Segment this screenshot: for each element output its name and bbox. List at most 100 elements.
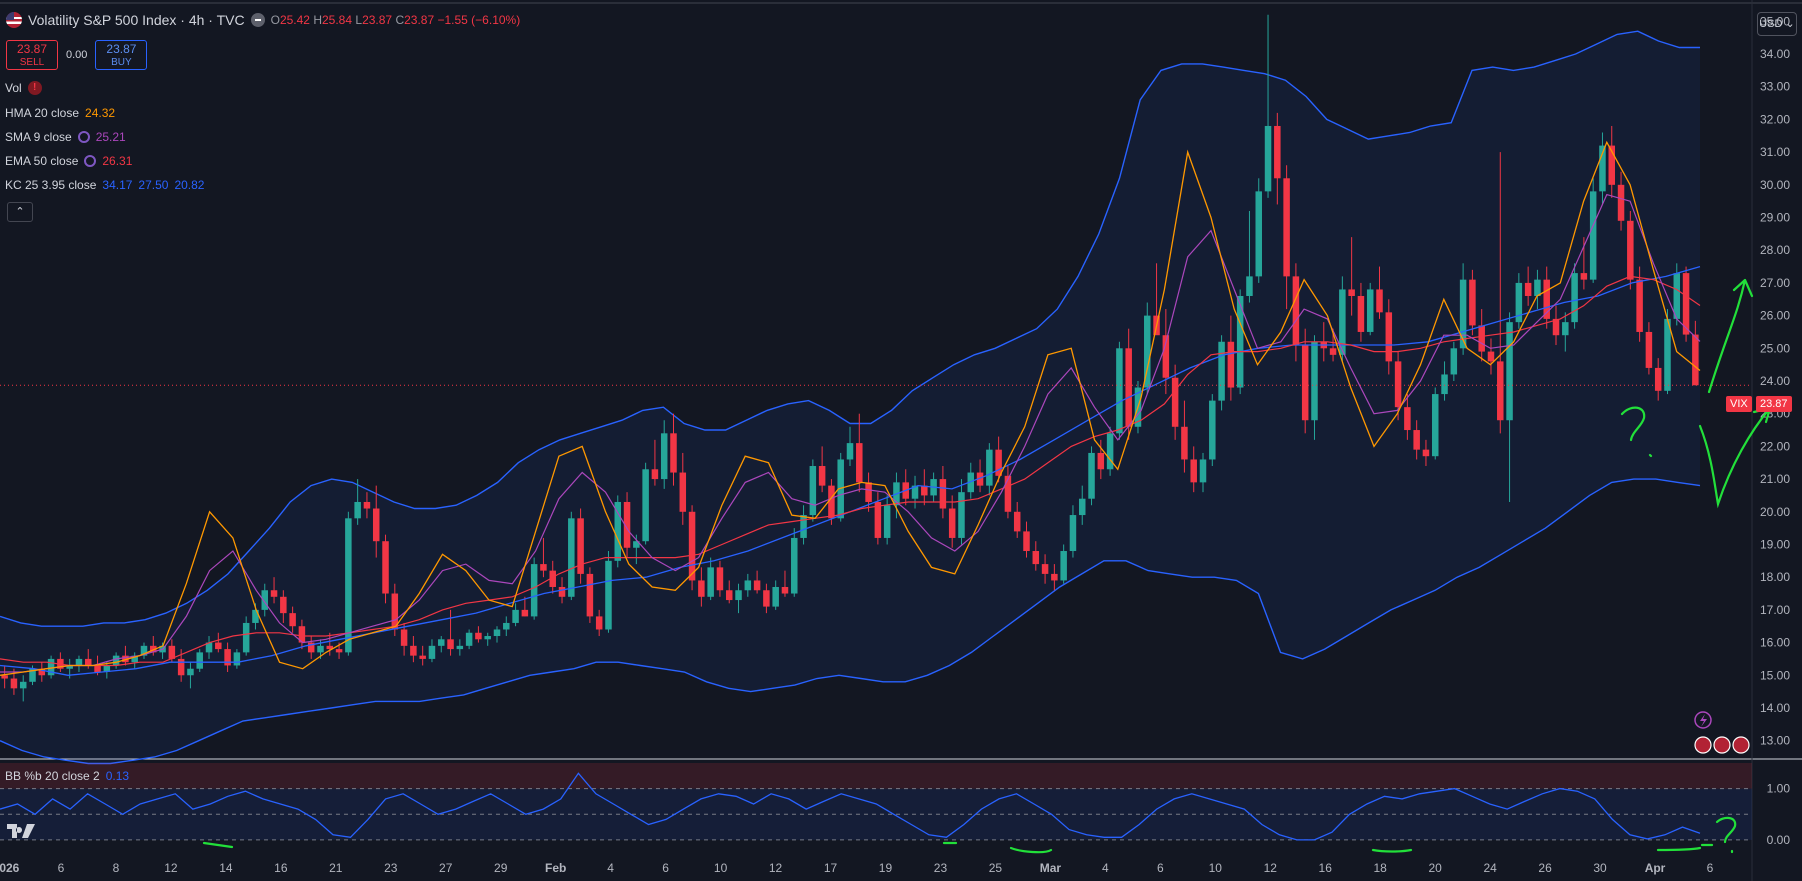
candle-body: [391, 593, 399, 630]
candle-body: [642, 469, 649, 542]
candle-body: [1506, 322, 1513, 421]
candle-body: [242, 622, 250, 653]
candle-body: [1, 675, 8, 679]
candle-body: [1023, 531, 1030, 552]
candle-body: [1478, 325, 1485, 352]
candle-body: [1283, 178, 1290, 277]
candle-body: [94, 665, 101, 672]
legend-ema[interactable]: EMA 50 close 26.31: [5, 154, 133, 168]
x-tick-label: 18: [1374, 861, 1388, 875]
candle-body: [753, 580, 761, 591]
candle-body: [1357, 295, 1365, 332]
candle-body: [948, 508, 956, 538]
candle-body: [1459, 279, 1467, 349]
candle-body: [958, 492, 965, 538]
candle-body: [456, 645, 464, 650]
candle-body: [307, 642, 315, 653]
buy-button[interactable]: 23.87 BUY: [95, 40, 148, 70]
candle-body: [1181, 426, 1188, 460]
candle-body: [1497, 361, 1504, 421]
candle-body: [1524, 282, 1532, 296]
x-tick-label: 25: [989, 861, 1003, 875]
candle-body: [1078, 498, 1086, 516]
candle-body: [75, 658, 83, 666]
candle-body: [1487, 351, 1495, 362]
candle-body: [1599, 145, 1606, 192]
candle-body: [372, 508, 380, 542]
candle-body: [103, 665, 111, 672]
candle-body: [568, 518, 575, 597]
kc-upper-line: [0, 30, 1700, 627]
candle-body: [1413, 430, 1420, 450]
candle-body: [1682, 273, 1690, 335]
candle-body: [939, 479, 947, 509]
candle-body: [1441, 374, 1448, 395]
alert-icon[interactable]: !: [27, 81, 42, 95]
candle-body: [1552, 318, 1560, 336]
candle-body: [670, 433, 677, 473]
candle-body: [772, 586, 779, 607]
kc-lower-line: [0, 478, 1701, 765]
x-tick-label: 10: [714, 861, 728, 875]
symbol-price-label: VIX: [1726, 396, 1752, 412]
candle-body: [1199, 459, 1207, 483]
candle-body: [19, 681, 27, 689]
x-tick-label: 29: [494, 861, 508, 875]
y-tick-label: 35.00: [1760, 14, 1790, 28]
y-tick-label: 27.00: [1760, 276, 1790, 290]
trade-panel: 23.87 SELL 0.00 23.87 BUY: [6, 40, 148, 70]
x-tick-label: 8: [113, 861, 120, 875]
tradingview-logo-icon[interactable]: [7, 822, 39, 840]
candle-body: [1097, 452, 1105, 470]
legend-sma[interactable]: SMA 9 close 25.21: [5, 130, 126, 144]
candle-body: [595, 616, 603, 630]
x-tick-label: 20: [1428, 861, 1442, 875]
candle-body: [744, 580, 752, 591]
loading-icon: [84, 155, 97, 167]
market-status-icon[interactable]: [250, 13, 265, 27]
candle-body: [475, 632, 482, 640]
y-tick-label: 26.00: [1760, 309, 1790, 323]
sell-button[interactable]: 23.87 SELL: [6, 40, 58, 70]
sub-y-tick-label: 1.00: [1767, 782, 1791, 796]
candle-body: [289, 613, 296, 627]
candle-body: [856, 443, 863, 483]
candle-body: [633, 541, 640, 548]
candle-body: [1664, 318, 1671, 391]
candle-body: [623, 501, 631, 548]
candle-body: [1125, 348, 1132, 427]
candle-body: [809, 466, 817, 516]
bb-percent-b-legend[interactable]: BB %b 20 close 2 0.13: [5, 769, 130, 783]
candle-body: [735, 590, 742, 601]
us-flag-icon: [6, 12, 22, 28]
y-tick-label: 17.00: [1760, 603, 1790, 617]
bb-band-zone: [0, 788, 1752, 840]
legend-vol[interactable]: Vol !: [5, 81, 42, 95]
candle-body: [233, 652, 241, 666]
symbol-title[interactable]: Volatility S&P 500 Index · 4h · TVC: [28, 12, 245, 28]
collapse-legend-button[interactable]: ⌃: [7, 202, 33, 222]
legend-kc[interactable]: KC 25 3.95 close 34.17 27.50 20.82: [5, 178, 205, 192]
candle-body: [438, 639, 445, 646]
x-tick-label: 6: [1157, 861, 1164, 875]
candle-body: [791, 537, 798, 594]
candle-body: [224, 649, 231, 666]
candle-body: [1162, 335, 1170, 378]
candle-body: [1311, 341, 1318, 421]
x-tick-label: 27: [439, 861, 453, 875]
currency-selector[interactable]: USD ⌄: [1757, 12, 1797, 36]
candle-body: [698, 580, 705, 597]
candle-body: [493, 629, 501, 637]
candle-body: [614, 501, 622, 561]
flag-icons: [1694, 736, 1750, 754]
candle-body: [679, 472, 687, 512]
chart-header: Volatility S&P 500 Index · 4h · TVC O25.…: [6, 12, 520, 28]
x-tick-label: 6: [1707, 861, 1714, 875]
loading-icon: [77, 131, 90, 143]
candle-body: [521, 609, 529, 617]
candle-body: [1227, 341, 1235, 388]
candle-body: [1636, 279, 1643, 332]
legend-hma[interactable]: HMA 20 close 24.32: [5, 106, 116, 120]
x-tick-label: 10: [1209, 861, 1223, 875]
